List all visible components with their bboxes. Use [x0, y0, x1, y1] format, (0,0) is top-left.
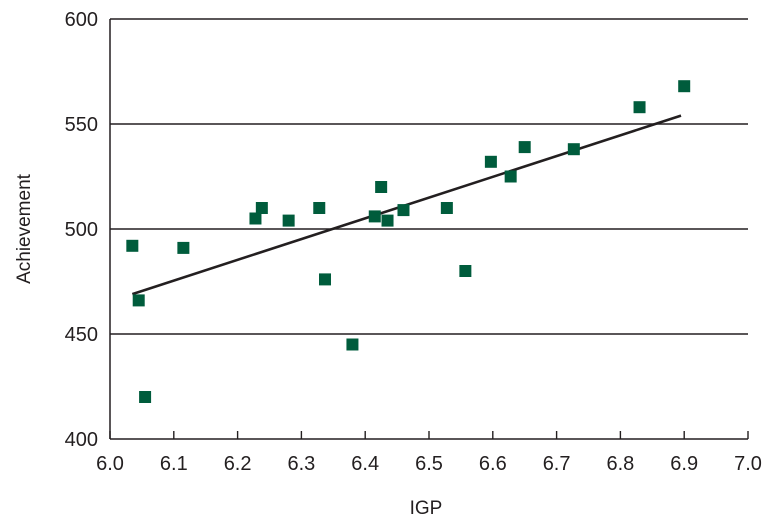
data-point [126, 239, 139, 252]
x-tick-label: 6.0 [96, 453, 124, 475]
data-point [139, 391, 152, 403]
x-tick-label: 6.8 [606, 453, 634, 475]
data-point [282, 214, 295, 227]
x-tick-label: 6.1 [160, 453, 188, 475]
data-point [459, 265, 472, 277]
y-axis-label: Achievement [14, 173, 35, 284]
x-tick-label: 6.9 [670, 453, 698, 475]
data-point [678, 80, 691, 93]
data-point [346, 338, 359, 351]
x-tick-label: 6.3 [287, 453, 315, 475]
data-point [132, 294, 145, 307]
y-axis-ticks: 400 450 500 550 600 [65, 9, 98, 451]
data-point [397, 204, 410, 217]
data-point [504, 170, 517, 183]
y-tick-label: 600 [65, 9, 98, 31]
x-axis-ticks: 6.0 6.1 6.2 6.3 6.4 6.5 6.6 6.7 6.8 6.9 7.0 [96, 431, 762, 475]
y-tick-label: 550 [65, 114, 98, 136]
data-point [484, 155, 497, 168]
x-tick-label: 6.2 [224, 453, 252, 475]
data-point [255, 202, 268, 214]
data-point [368, 210, 381, 223]
data-point [177, 241, 190, 254]
data-point [440, 202, 453, 214]
data-point [518, 141, 531, 154]
y-tick-label: 450 [65, 324, 98, 346]
x-tick-label: 7.0 [734, 453, 762, 475]
data-point [567, 143, 580, 156]
x-tick-label: 6.6 [479, 453, 507, 475]
gridlines [110, 18, 748, 335]
x-axis-label: IGP [410, 498, 443, 519]
x-tick-label: 6.5 [415, 453, 443, 475]
data-points [126, 80, 691, 403]
x-tick-label: 6.7 [543, 453, 571, 475]
y-tick-label: 500 [65, 219, 98, 241]
x-tick-label: 6.4 [351, 453, 379, 475]
data-point [313, 202, 326, 214]
y-tick-label: 400 [65, 429, 98, 451]
data-point [249, 212, 262, 225]
data-point [381, 214, 394, 227]
data-point [319, 273, 332, 286]
data-point [633, 101, 646, 114]
data-point [375, 181, 388, 193]
